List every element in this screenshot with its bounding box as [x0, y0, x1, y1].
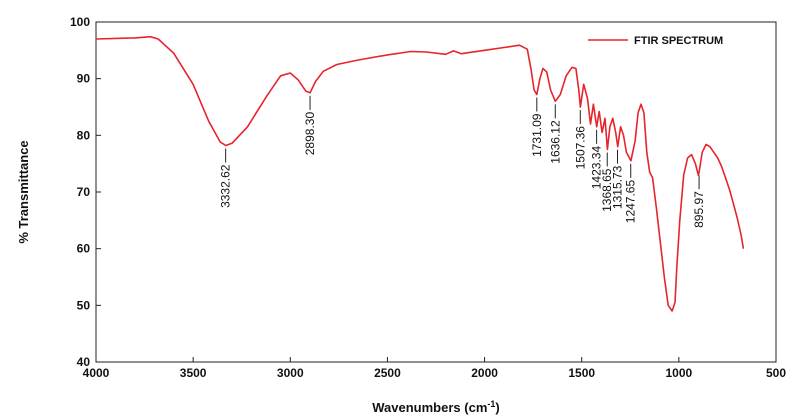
x-tick-label: 1500	[568, 366, 595, 380]
tick-layer: 4000 3500 3000 2500 2000 1500 1000 500 40 50 60 70 8…	[70, 15, 786, 380]
x-tick-label: 1000	[666, 366, 693, 380]
peak-label: 895.97	[692, 191, 706, 228]
peak-label: 1731.09	[530, 113, 544, 157]
y-tick-label: 70	[77, 185, 91, 199]
plot-frame	[95, 21, 777, 363]
y-tick-label: 80	[77, 128, 91, 142]
peak-label: 3332.62	[219, 164, 233, 208]
x-axis-title: Wavenumbers (cm-1)	[372, 399, 499, 415]
x-tick-label: 2000	[471, 366, 498, 380]
legend: FTIR SPECTRUM	[588, 35, 723, 47]
y-tick-label: 90	[77, 72, 91, 86]
x-axis-title-superscript: -1	[487, 399, 495, 409]
x-tick-label: 3000	[277, 366, 304, 380]
peak-annotation-layer: 3332.62 2898.30 1731.09 1636.12 1507.36 1423.…	[219, 95, 706, 228]
y-tick-label: 100	[70, 15, 90, 29]
peak-label: 1636.12	[548, 120, 562, 164]
peak-label: 1423.34	[590, 146, 604, 190]
peak-label: 1368.65	[600, 168, 614, 212]
legend-label: FTIR SPECTRUM	[634, 35, 723, 47]
x-tick-label: 4000	[83, 366, 110, 380]
peak-label: 1315.73	[611, 165, 625, 209]
x-tick-label: 3500	[180, 366, 207, 380]
x-tick-label: 500	[766, 366, 786, 380]
peak-label: 1247.65	[624, 180, 638, 224]
peak-label: 1507.36	[573, 126, 587, 170]
y-tick-label: 40	[77, 355, 91, 369]
y-tick-label: 60	[77, 242, 91, 256]
peak-label: 2898.30	[303, 112, 317, 156]
ftir-spectrum-line	[95, 35, 745, 312]
y-tick-label: 50	[77, 298, 91, 312]
x-tick-label: 2500	[374, 366, 401, 380]
y-axis-title: % Transmittance	[16, 140, 31, 243]
